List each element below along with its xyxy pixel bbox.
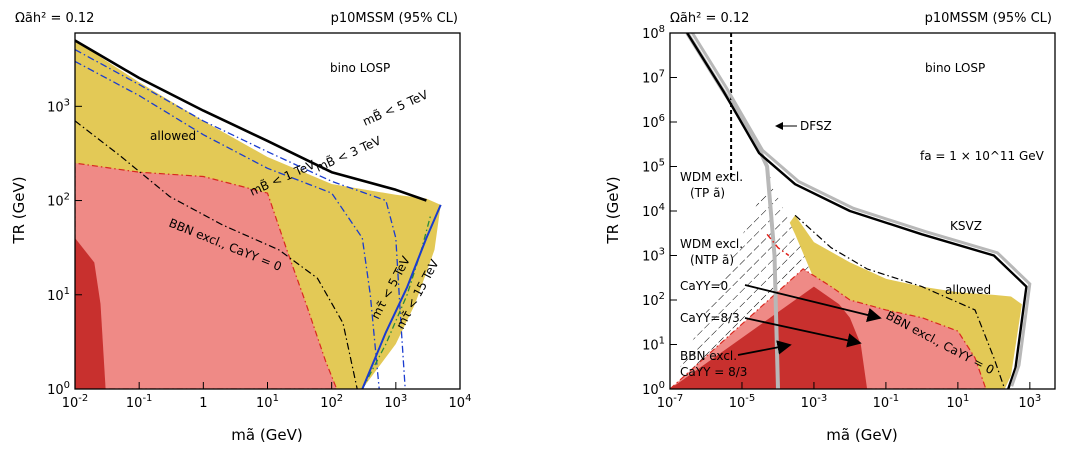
right-header-right: p10MSSM (95% CL) bbox=[925, 11, 1052, 26]
left-xtick-label: 102 bbox=[320, 393, 343, 411]
right-xtick-label: 10-1 bbox=[873, 393, 900, 411]
left-xtick-label: 1 bbox=[199, 396, 207, 411]
left-ytick-label: 103 bbox=[47, 97, 70, 115]
right-ytick-label: 107 bbox=[642, 69, 665, 87]
left-xtick-label: 104 bbox=[449, 393, 472, 411]
right-ytick-label: 102 bbox=[642, 291, 665, 309]
left-plot-area bbox=[75, 39, 442, 389]
right-fa-label: fa = 1 × 10^11 GeV bbox=[920, 149, 1045, 163]
right-ytick-label: 105 bbox=[642, 158, 665, 176]
left-mb5-label: mB̃ < 5 TeV bbox=[360, 87, 430, 129]
right-lsp-label: bino LOSP bbox=[925, 61, 985, 75]
right-xtick-label: 10-5 bbox=[729, 393, 756, 411]
right-bbn-left-label: BBN excl. bbox=[680, 349, 737, 363]
right-panel: Ωãh² = 0.12 p10MSSM (95% CL) 10-7 10-5 10-… bbox=[604, 11, 1056, 444]
left-ytick-label: 102 bbox=[47, 192, 70, 210]
right-axes: 10-7 10-5 10-3 10-1 101 103 100 101 102 103 104 105… bbox=[642, 24, 1041, 411]
left-xtick-label: 10-1 bbox=[126, 393, 153, 411]
right-plot-area bbox=[670, 33, 1032, 389]
right-ylabel: TR (GeV) bbox=[604, 176, 622, 244]
left-curve-mt15 bbox=[361, 204, 442, 389]
left-header-left: Ωãh² = 0.12 bbox=[15, 11, 94, 26]
right-curve-ntp bbox=[766, 233, 790, 257]
right-arrow-c83 bbox=[744, 317, 862, 348]
right-ytick-label: 106 bbox=[642, 113, 665, 131]
right-ytick-label: 100 bbox=[642, 380, 665, 398]
right-allowed-label: allowed bbox=[945, 283, 991, 297]
left-bbn-light-region bbox=[75, 162, 338, 389]
right-ytick-label: 103 bbox=[642, 247, 665, 265]
right-arrow-c0 bbox=[744, 284, 882, 323]
right-dfsz-label: DFSZ bbox=[800, 119, 832, 133]
left-mb3-label: mB̃ < 3 TeV bbox=[313, 133, 383, 175]
left-lsp-label: bino LOSP bbox=[330, 61, 390, 75]
right-bbn-dark-region bbox=[670, 286, 868, 389]
right-ytick-label: 101 bbox=[642, 336, 665, 354]
right-xtick-label: 10-3 bbox=[801, 393, 828, 411]
right-curve-dashdot bbox=[794, 214, 1006, 389]
right-ksvz-label: KSVZ bbox=[950, 219, 982, 233]
left-header-right: p10MSSM (95% CL) bbox=[331, 11, 458, 26]
left-curve-mB1 bbox=[75, 60, 380, 389]
right-ytick-label: 104 bbox=[642, 202, 665, 220]
left-bbn-dark-region bbox=[75, 238, 106, 389]
right-wdm-tp-sub: (TP ã) bbox=[690, 186, 725, 200]
right-header-left: Ωãh² = 0.12 bbox=[670, 11, 749, 26]
left-panel: Ωãh² = 0.12 p10MSSM (95% CL) 10-2 10-1 1 10… bbox=[10, 11, 471, 444]
right-curve-ksvz bbox=[686, 33, 1028, 389]
right-wdm-tp-label: WDM excl. bbox=[680, 170, 743, 184]
right-c0-label: CaYY=0 bbox=[680, 279, 728, 293]
right-ytick-label: 108 bbox=[642, 24, 665, 42]
left-ytick-label: 100 bbox=[47, 380, 70, 398]
right-xtick-label: 103 bbox=[1018, 393, 1041, 411]
right-wdm-ntp-label: WDM excl. bbox=[680, 237, 743, 251]
right-arrow-bbn bbox=[737, 340, 792, 356]
left-ytick-label: 101 bbox=[47, 286, 70, 304]
left-curve-bbn-dash bbox=[75, 120, 358, 389]
right-bbn-left-sub: CaYY = 8/3 bbox=[680, 365, 747, 379]
right-xtick-label: 10-7 bbox=[657, 393, 684, 411]
left-axes: 10-2 10-1 1 101 102 103 104 100 101 102 103 bbox=[47, 97, 471, 411]
left-ylabel: TR (GeV) bbox=[10, 176, 28, 244]
left-xlabel: mã (GeV) bbox=[231, 426, 302, 444]
left-curve-mt5 bbox=[361, 214, 432, 389]
right-c83-label: CaYY=8/3 bbox=[680, 311, 740, 325]
left-curve-mB3 bbox=[75, 49, 406, 389]
left-curve-mB5 bbox=[75, 39, 427, 202]
left-xtick-label: 101 bbox=[256, 393, 279, 411]
left-xtick-label: 10-2 bbox=[62, 393, 89, 411]
left-xtick-label: 103 bbox=[384, 393, 407, 411]
right-xtick-label: 101 bbox=[946, 393, 969, 411]
right-wdm-ntp-sub: (NTP ã) bbox=[690, 253, 734, 267]
right-xlabel: mã (GeV) bbox=[826, 426, 897, 444]
right-curve-ksvz-band bbox=[690, 33, 1032, 387]
left-allowed-label: allowed bbox=[150, 129, 196, 143]
